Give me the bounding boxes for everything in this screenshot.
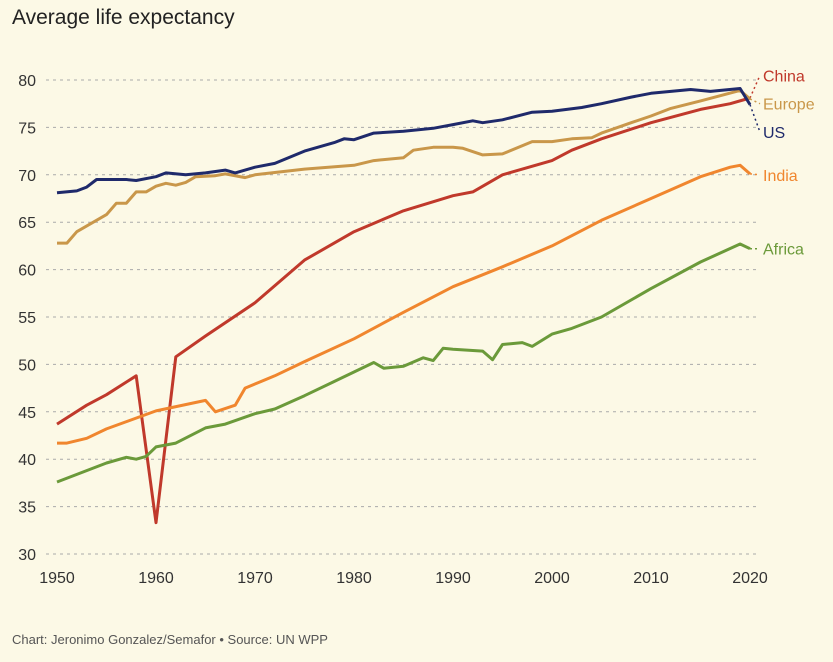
chart-source: Chart: Jeronimo Gonzalez/Semafor • Sourc… [12,632,328,647]
x-tick-label: 1960 [138,570,174,587]
x-tick-label: 1970 [237,570,273,587]
x-tick-label: 2010 [633,570,669,587]
y-tick-label: 40 [18,452,36,469]
x-tick-label: 2000 [534,570,570,587]
series-label-china: China [763,68,805,85]
series-label-europe: Europe [763,97,815,114]
label-leader-line [749,74,761,99]
series-label-india: India [763,168,798,185]
series-line-china [56,96,751,525]
y-tick-label: 55 [18,310,36,327]
x-tick-label: 1950 [39,570,75,587]
y-tick-label: 60 [18,263,36,280]
chart-title: Average life expectancy [12,6,235,29]
y-tick-label: 50 [18,357,36,374]
series-line-europe [57,88,751,245]
x-tick-label: 1990 [435,570,471,587]
series-label-africa: Africa [763,242,804,259]
x-tick-label: 1980 [336,570,372,587]
series-line-africa [56,242,751,484]
label-leader-line [749,98,761,105]
y-tick-label: 80 [18,73,36,90]
label-leader-line [749,173,761,176]
x-tick-label: 2020 [732,570,768,587]
label-leader-line [749,104,761,133]
series-line-us [56,87,752,195]
y-tick-label: 30 [18,547,36,564]
series-line-india [57,163,751,445]
y-tick-label: 35 [18,500,36,517]
y-tick-label: 75 [18,120,36,137]
series-label-us: US [763,125,785,142]
y-tick-label: 70 [18,168,36,185]
y-tick-label: 45 [18,405,36,422]
y-tick-label: 65 [18,215,36,232]
